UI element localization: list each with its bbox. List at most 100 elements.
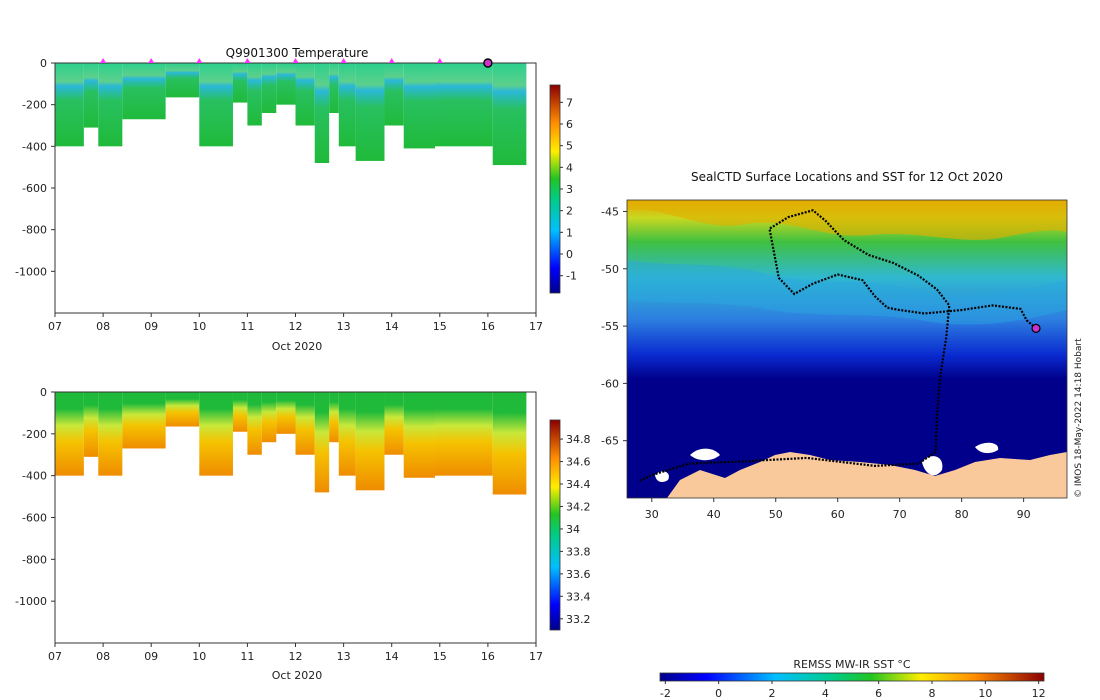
colorbar-tick-label: 33.2 <box>566 613 591 626</box>
profile-column <box>232 392 248 432</box>
map-x-ticks: 30 40 50 60 70 80 90 <box>645 498 1031 521</box>
map-x-tick-label: 70 <box>893 508 907 521</box>
colorbar-tick-label: 2 <box>566 205 573 218</box>
colorbar-tick-label: 34 <box>566 523 580 536</box>
x-tick-label: 16 <box>481 650 495 663</box>
x-tick-label: 14 <box>385 320 399 333</box>
salinity-profiles <box>55 392 527 495</box>
temperature-surface-markers <box>100 58 493 68</box>
colorbar-tick-label: 5 <box>566 140 573 153</box>
profile-column <box>83 392 99 457</box>
map-x-tick-label: 90 <box>1017 508 1031 521</box>
x-tick-label: 12 <box>289 650 303 663</box>
profile-column <box>338 63 356 147</box>
profile-column <box>199 392 233 476</box>
colorbar-tick-label: 33.8 <box>566 545 591 558</box>
profile-column <box>384 63 404 126</box>
sst-colorbar-tick-label: -2 <box>660 687 671 700</box>
profile-column <box>492 63 527 166</box>
profile-column <box>261 392 277 443</box>
profile-column <box>434 392 493 476</box>
colorbar-tick-label: 3 <box>566 183 573 196</box>
colorbar-tick-label: 0 <box>566 248 573 261</box>
x-tick-label: 09 <box>144 320 158 333</box>
y-tick-label: -200 <box>22 99 47 112</box>
map-y-tick-label: -55 <box>601 320 619 333</box>
profile-column <box>355 63 385 161</box>
latest-position-marker <box>1031 323 1041 333</box>
sst-colorbar-ticks: -2 0 2 4 6 8 10 12 <box>660 681 1046 700</box>
sst-colorbar-tick-label: 6 <box>875 687 882 700</box>
sst-warm-band <box>627 200 1067 240</box>
sst-colorbar-label: REMSS MW-IR SST °C <box>793 658 911 671</box>
sst-colorbar-tick-label: 2 <box>769 687 776 700</box>
sst-colorbar-tick-label: 0 <box>715 687 722 700</box>
temperature-y-ticks: 0 -200 -400 -600 -800 -1000 <box>15 57 55 278</box>
sea-ice-patch <box>922 456 943 476</box>
x-tick-label: 11 <box>240 650 254 663</box>
profile-column <box>403 392 435 478</box>
sst-map-panel: SealCTD Surface Locations and SST for 12… <box>601 170 1068 700</box>
profile-column <box>165 392 200 427</box>
surface-marker <box>196 58 203 63</box>
colorbar-tick-label: 34.6 <box>566 456 591 469</box>
x-tick-label: 10 <box>192 320 206 333</box>
x-tick-label: 08 <box>96 650 110 663</box>
profile-column <box>276 63 296 105</box>
colorbar-tick-label: 34.2 <box>566 500 591 513</box>
profile-column <box>122 392 166 449</box>
map-y-ticks: -45 -50 -55 -60 -65 <box>601 205 627 448</box>
map-y-tick-label: -45 <box>601 205 619 218</box>
x-tick-label: 07 <box>48 650 62 663</box>
surface-marker <box>148 58 155 63</box>
surface-marker <box>436 58 443 63</box>
surface-marker <box>292 58 299 63</box>
colorbar-tick-label: 34.8 <box>566 433 591 446</box>
colorbar-tick-label: 33.4 <box>566 590 591 603</box>
profile-column <box>434 63 493 147</box>
temperature-x-label: Oct 2020 <box>272 340 323 353</box>
profile-column <box>247 63 262 126</box>
profile-column <box>247 392 262 455</box>
surface-marker <box>388 58 395 63</box>
profile-column <box>403 63 435 149</box>
map-frame <box>626 199 1068 499</box>
surface-marker <box>244 58 251 63</box>
colorbar-tick-label: 6 <box>566 118 573 131</box>
profile-column <box>55 392 84 476</box>
profile-column <box>329 63 339 113</box>
sea-ice-patch <box>975 442 999 454</box>
x-tick-label: 13 <box>337 650 351 663</box>
salinity-panel: 07 08 09 10 11 12 13 14 15 16 17 0 -200 -400 -600 -800… <box>15 386 590 682</box>
x-tick-label: 15 <box>433 320 447 333</box>
profile-column <box>295 63 315 126</box>
x-tick-label: 17 <box>529 650 543 663</box>
colorbar-tick-label: 7 <box>566 96 573 109</box>
map-x-tick-label: 60 <box>831 508 845 521</box>
y-tick-label: -800 <box>22 553 47 566</box>
antarctic-land <box>667 452 1067 498</box>
profile-column <box>314 63 330 163</box>
colorbar-tick-label: 1 <box>566 226 573 239</box>
profile-column <box>295 392 315 455</box>
x-tick-label: 13 <box>337 320 351 333</box>
map-x-tick-label: 30 <box>645 508 659 521</box>
profile-column <box>276 392 296 434</box>
map-x-tick-label: 50 <box>769 508 783 521</box>
y-tick-label: -600 <box>22 182 47 195</box>
colorbar-tick-label: -1 <box>566 270 577 283</box>
credit-text: © IMOS 18-May-2022 14:18 Hobart <box>1074 338 1084 498</box>
profile-column <box>355 392 385 491</box>
sea-ice-patch <box>690 448 720 461</box>
y-tick-label: -600 <box>22 512 47 525</box>
y-tick-label: 0 <box>40 57 47 70</box>
surface-marker <box>100 58 107 63</box>
x-tick-label: 14 <box>385 650 399 663</box>
sst-colorbar <box>659 672 1045 682</box>
x-tick-label: 07 <box>48 320 62 333</box>
sst-colorbar-tick-label: 10 <box>978 687 992 700</box>
sst-mid-band <box>627 260 1067 325</box>
x-tick-label: 15 <box>433 650 447 663</box>
profile-column <box>384 392 404 455</box>
y-tick-label: -400 <box>22 140 47 153</box>
